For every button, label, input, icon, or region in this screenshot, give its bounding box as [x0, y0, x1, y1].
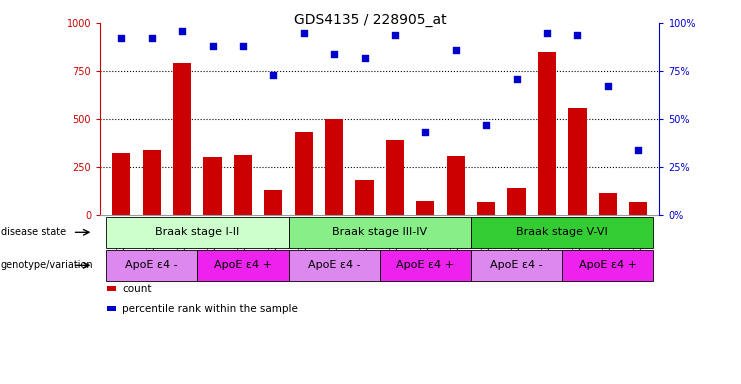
Point — [602, 83, 614, 89]
Text: disease state: disease state — [1, 227, 66, 237]
Point — [389, 31, 401, 38]
Point — [541, 30, 553, 36]
Bar — [538, 52, 556, 215]
Text: ApoE ε4 +: ApoE ε4 + — [579, 260, 637, 270]
Bar — [356, 180, 373, 215]
Point — [328, 51, 340, 57]
Point — [359, 55, 370, 61]
Bar — [173, 63, 191, 215]
Point — [176, 28, 188, 34]
Bar — [447, 157, 465, 215]
Point — [480, 122, 492, 128]
Text: percentile rank within the sample: percentile rank within the sample — [122, 304, 298, 314]
Bar — [629, 202, 648, 215]
Bar — [508, 188, 525, 215]
Bar — [568, 109, 587, 215]
Point — [419, 129, 431, 136]
Point — [632, 147, 644, 153]
Bar — [112, 152, 130, 215]
Point — [450, 47, 462, 53]
Bar — [599, 193, 617, 215]
Text: Braak stage I-II: Braak stage I-II — [155, 227, 239, 237]
Point — [116, 35, 127, 41]
Text: GDS4135 / 228905_at: GDS4135 / 228905_at — [294, 13, 447, 27]
Text: ApoE ε4 +: ApoE ε4 + — [214, 260, 272, 270]
Bar — [416, 200, 434, 215]
Point — [207, 43, 219, 49]
Bar — [386, 140, 404, 215]
Point — [146, 35, 158, 41]
Text: count: count — [122, 284, 152, 294]
Text: Braak stage V-VI: Braak stage V-VI — [516, 227, 608, 237]
Bar — [142, 150, 161, 215]
Point — [268, 72, 279, 78]
Point — [571, 31, 583, 38]
Text: ApoE ε4 -: ApoE ε4 - — [491, 260, 543, 270]
Bar — [234, 155, 252, 215]
Text: genotype/variation: genotype/variation — [1, 260, 93, 270]
Text: ApoE ε4 -: ApoE ε4 - — [308, 260, 360, 270]
Text: Braak stage III-IV: Braak stage III-IV — [332, 227, 428, 237]
Bar — [295, 132, 313, 215]
Bar — [204, 157, 222, 215]
Text: ApoE ε4 -: ApoE ε4 - — [125, 260, 178, 270]
Point — [237, 43, 249, 49]
Bar — [477, 202, 495, 215]
Text: ApoE ε4 +: ApoE ε4 + — [396, 260, 454, 270]
Bar — [325, 119, 343, 215]
Bar — [265, 190, 282, 215]
Point — [298, 30, 310, 36]
Point — [511, 76, 522, 82]
